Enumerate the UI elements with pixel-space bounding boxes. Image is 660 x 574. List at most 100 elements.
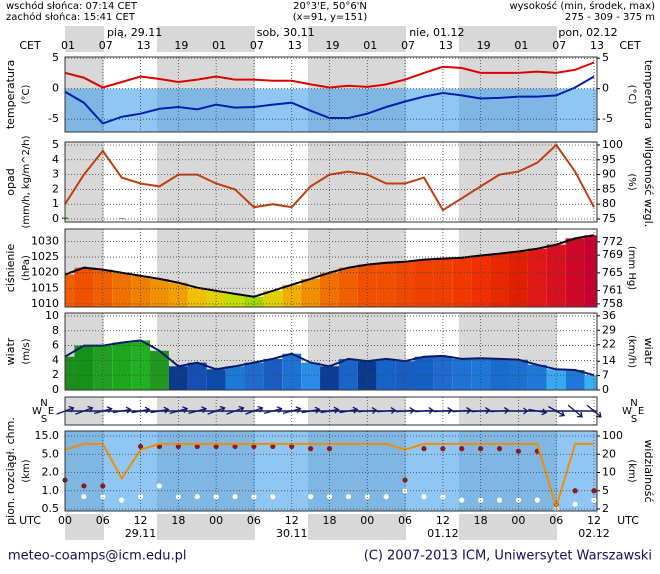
- day-label: pią, 29.11: [107, 26, 162, 39]
- dot: [232, 443, 238, 450]
- dot: [81, 494, 87, 500]
- y-tick-label: 2: [52, 182, 59, 195]
- wind-arrow: [226, 405, 245, 415]
- area-column: [395, 261, 415, 307]
- wind-arrow: [586, 404, 602, 418]
- day-label: pon, 02.12: [558, 26, 617, 39]
- area-column: [225, 366, 245, 390]
- dot: [345, 494, 351, 500]
- dot: [194, 494, 200, 500]
- y-tick-label: 1020: [31, 266, 59, 279]
- area-column: [471, 358, 491, 390]
- wind-arrow: [471, 407, 491, 415]
- y-tick-label: 0: [52, 82, 59, 95]
- footer-copyright: (C) 2007-2013 ICM, Uniwersytet Warszawsk…: [364, 549, 652, 564]
- y-axis-label: ciśnienie: [4, 244, 17, 293]
- cet-hour-label: 07: [99, 39, 113, 52]
- area-column: [301, 278, 321, 307]
- utc-hour-label: 06: [247, 514, 261, 527]
- cet-hour-label: 19: [477, 39, 491, 52]
- dot: [194, 443, 200, 450]
- area-column: [112, 272, 132, 307]
- dot: [100, 494, 106, 500]
- wind-arrow: [396, 407, 416, 415]
- utc-hour-label: 00: [511, 514, 525, 527]
- y-axis-unit: (mm/h, kg/m^2/h): [21, 135, 32, 228]
- night-band: [157, 514, 255, 540]
- y2-tick-label: 29: [602, 323, 616, 336]
- area-column: [490, 253, 509, 307]
- wind-arrow: [75, 405, 94, 415]
- y-tick-label: 0: [52, 383, 59, 396]
- panel-border: [64, 56, 598, 133]
- night-band: [65, 514, 104, 540]
- y2-tick-label: 5: [602, 51, 609, 64]
- area-column: [395, 361, 415, 390]
- dot: [440, 494, 446, 500]
- dot: [515, 448, 522, 454]
- compass-letter: W: [622, 406, 632, 417]
- wind-arrow: [207, 405, 226, 415]
- y2-axis-unit: (%): [626, 173, 637, 190]
- y2-axis-unit: (°C): [626, 85, 637, 105]
- dot: [496, 446, 503, 452]
- y2-tick-label: -5: [602, 112, 613, 125]
- y2-tick-label: 758: [602, 297, 623, 310]
- y2-tick-label: 80: [602, 197, 616, 210]
- dot: [534, 497, 540, 503]
- y-tick-label: 1: [52, 197, 59, 210]
- dot: [119, 497, 125, 503]
- dot: [156, 483, 163, 489]
- wind-arrow: [112, 406, 132, 414]
- utc-hour-label: 12: [587, 514, 601, 527]
- date-label: 01.12: [427, 527, 459, 540]
- footer-email: meteo-coamps@icm.edu.pl: [8, 549, 186, 564]
- cet-label: CET: [19, 39, 41, 52]
- area-column: [338, 267, 358, 307]
- y2-tick-label: 769: [602, 248, 623, 261]
- y2-tick-label: 100: [602, 138, 623, 151]
- panel-border: [64, 312, 598, 391]
- dot: [459, 497, 465, 503]
- compass-letter: E: [48, 406, 54, 417]
- dot: [421, 494, 427, 500]
- wind-arrow: [490, 407, 510, 415]
- utc-hour-label: 06: [398, 514, 412, 527]
- y-axis-unit: (m/s): [21, 338, 32, 364]
- compass-letter: W: [32, 406, 42, 417]
- area-column: [131, 340, 151, 390]
- compass-letter: N: [40, 398, 47, 409]
- wind-arrow: [93, 406, 113, 414]
- y-tick-label: 4: [52, 153, 59, 166]
- area-column: [338, 358, 358, 390]
- area-column: [131, 275, 151, 307]
- utc-hour-label: 18: [474, 514, 488, 527]
- night-band: [157, 142, 255, 222]
- area-column: [527, 364, 547, 390]
- y2-tick-label: 0: [602, 383, 609, 396]
- y-axis-unit: (km): [21, 459, 32, 482]
- wind-arrow: [301, 406, 321, 414]
- y-axis-unit: (°C): [21, 85, 32, 105]
- height-title: wysokość (min, środek, max): [509, 0, 655, 12]
- coords: 20°3'E, 50°6'N: [293, 1, 367, 12]
- sunset: zachód słońca: 15:41 CET: [6, 11, 136, 23]
- compass-letter: S: [41, 414, 47, 425]
- dot: [326, 494, 333, 500]
- y2-tick-label: 0: [602, 82, 609, 95]
- area-column: [93, 269, 113, 307]
- area-column: [74, 345, 94, 390]
- area-column: [187, 287, 207, 307]
- area-column: [527, 248, 547, 307]
- y-tick-label: -5: [48, 112, 59, 125]
- y2-tick-label: 20: [602, 447, 616, 460]
- area-column: [263, 290, 283, 307]
- night-band: [308, 514, 406, 540]
- dot: [308, 494, 314, 500]
- cet-hour-label: 01: [363, 39, 377, 52]
- utc-hour-label: 00: [58, 514, 72, 527]
- panel-border: [64, 430, 598, 512]
- area-column: [320, 366, 339, 390]
- night-band: [459, 26, 557, 52]
- night-band: [308, 26, 406, 52]
